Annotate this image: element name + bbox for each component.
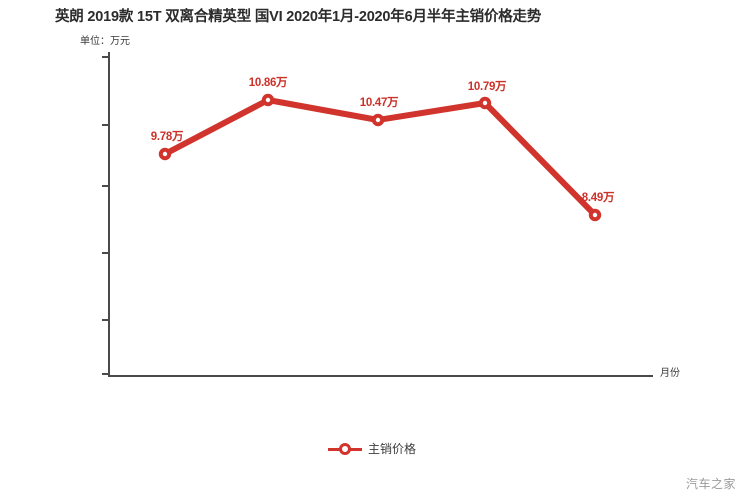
- data-point-label: 10.79万: [467, 81, 507, 93]
- site-watermark: 汽车之家: [685, 477, 736, 491]
- legend-marker-icon: [327, 442, 362, 456]
- data-point-marker[interactable]: [588, 208, 602, 222]
- data-point-label: 9.78万: [150, 131, 184, 143]
- data-point-label: 10.86万: [248, 77, 288, 89]
- series-markers: [158, 93, 602, 222]
- data-point-label: 10.47万: [359, 97, 399, 109]
- data-point-marker[interactable]: [371, 113, 385, 127]
- legend-item-label[interactable]: 主销价格: [367, 442, 416, 456]
- chart-legend: 主销价格: [0, 440, 744, 457]
- data-point-label: 8.49万: [581, 192, 615, 204]
- data-point-marker[interactable]: [158, 147, 172, 161]
- y-axis-unit-label: 单位：万元: [80, 36, 130, 47]
- data-point-marker[interactable]: [478, 96, 492, 110]
- data-point-marker[interactable]: [261, 93, 275, 107]
- x-axis-unit-label: 月份: [660, 368, 680, 379]
- chart-title: 英朗 2019款 15T 双离合精英型 国VI 2020年1月-2020年6月半…: [55, 9, 542, 25]
